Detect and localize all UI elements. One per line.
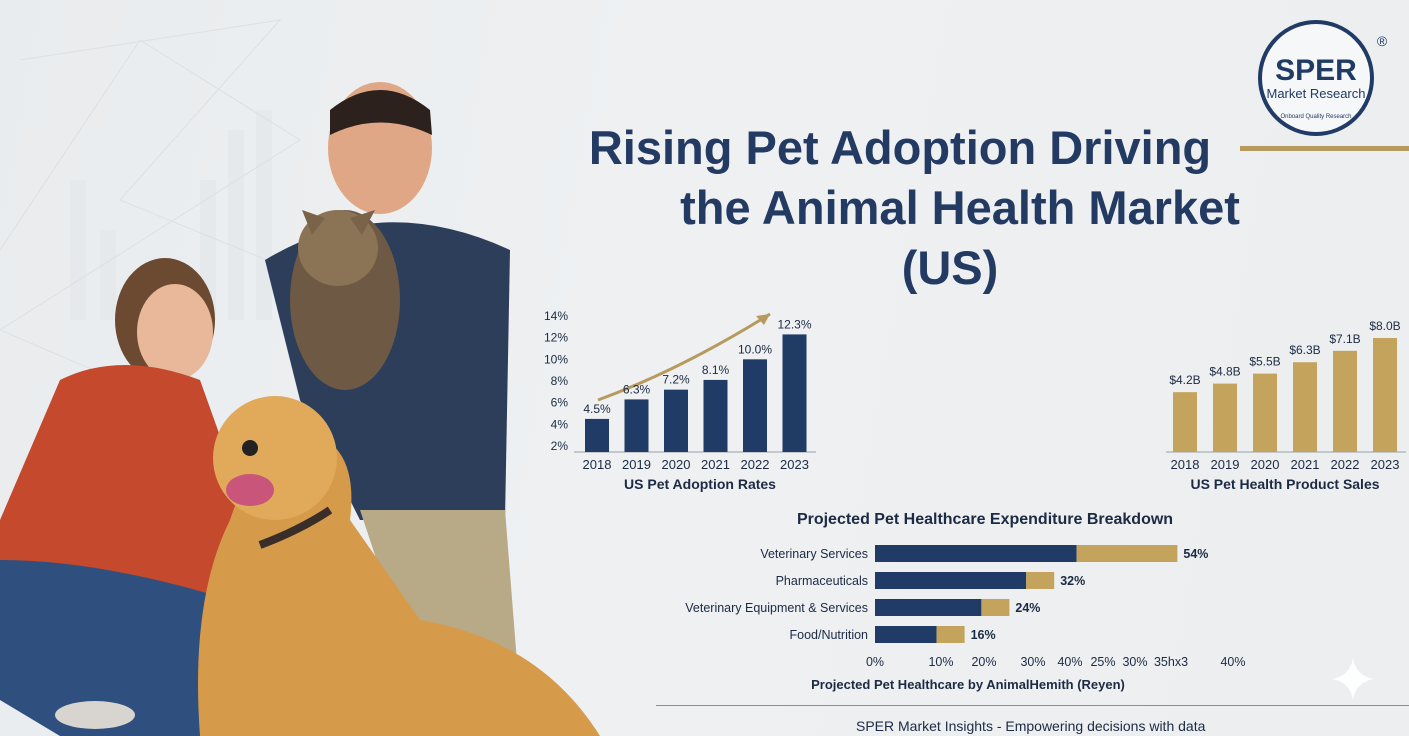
sparkle-icon bbox=[1332, 658, 1374, 700]
breakdown-category-label: Pharmaceuticals bbox=[776, 574, 868, 588]
title-line-1: Rising Pet Adoption Driving bbox=[588, 121, 1212, 174]
sales-bar bbox=[1373, 338, 1397, 452]
expenditure-breakdown-chart: Projected Pet Healthcare Expenditure Bre… bbox=[685, 511, 1245, 692]
adoption-rates-chart: 2% 4% 6% 8% 10% 12% 14% 4.5% 2018 6.3% 2019 7.2% 20… bbox=[544, 309, 816, 492]
footer-rule bbox=[656, 705, 1409, 706]
y-axis-ticks: 2% 4% 6% 8% 10% 12% 14% bbox=[544, 309, 568, 453]
breakdown-bar-navy bbox=[875, 599, 982, 616]
sales-year-label: 2020 bbox=[1251, 457, 1280, 472]
gold-rule bbox=[1240, 146, 1409, 151]
adoption-chart-title: US Pet Adoption Rates bbox=[624, 476, 776, 492]
sales-value-label: $5.5B bbox=[1249, 355, 1280, 369]
adoption-bar bbox=[703, 379, 728, 452]
sales-value-label: $7.1B bbox=[1329, 332, 1360, 346]
breakdown-category-label: Food/Nutrition bbox=[789, 628, 868, 642]
breakdown-chart-title: Projected Pet Healthcare Expenditure Bre… bbox=[797, 511, 1173, 528]
sales-year-label: 2019 bbox=[1211, 457, 1240, 472]
adoption-year-label: 2020 bbox=[662, 457, 691, 472]
sales-value-label: $8.0B bbox=[1369, 319, 1400, 333]
y-tick-label: 6% bbox=[551, 396, 569, 410]
breakdown-x-tick-label: 40% bbox=[1057, 655, 1082, 669]
breakdown-value-label: 54% bbox=[1183, 547, 1208, 561]
adoption-year-label: 2023 bbox=[780, 457, 809, 472]
breakdown-bar-gold bbox=[936, 626, 965, 643]
breakdown-x-tick-label: 10% bbox=[928, 655, 953, 669]
adoption-bar bbox=[624, 399, 649, 452]
breakdown-bar-gold bbox=[1076, 545, 1178, 562]
y-tick-label: 8% bbox=[551, 374, 569, 388]
breakdown-category-label: Veterinary Services bbox=[760, 547, 868, 561]
sales-year-label: 2021 bbox=[1291, 457, 1320, 472]
logo-brand: SPER bbox=[1275, 54, 1357, 87]
adoption-value-label: 7.2% bbox=[662, 373, 690, 387]
breakdown-bar-navy bbox=[875, 626, 937, 643]
sales-bar bbox=[1213, 383, 1237, 452]
breakdown-x-label: Projected Pet Healthcare by AnimalHemith… bbox=[811, 677, 1125, 692]
sales-year-label: 2018 bbox=[1171, 457, 1200, 472]
breakdown-value-label: 16% bbox=[971, 628, 996, 642]
page-title: Rising Pet Adoption Driving the Animal H… bbox=[520, 118, 1280, 298]
y-tick-label: 12% bbox=[544, 331, 568, 345]
breakdown-x-tick-label: 25% bbox=[1090, 655, 1115, 669]
trend-arrow-head bbox=[756, 314, 770, 325]
breakdown-bar-navy bbox=[875, 572, 1027, 589]
product-sales-chart: $4.2B 2018 $4.8B 2019 $5.5B 2020 $6.3B 2021 $7.1… bbox=[1166, 319, 1406, 492]
adoption-value-label: 10.0% bbox=[738, 342, 772, 356]
footer-text: SPER Market Insights - Empowering decisi… bbox=[856, 718, 1206, 734]
y-tick-label: 14% bbox=[544, 309, 568, 323]
logo-registered-mark: ® bbox=[1377, 33, 1388, 49]
sales-value-label: $6.3B bbox=[1289, 343, 1320, 357]
breakdown-x-tick-label: 30% bbox=[1122, 655, 1147, 669]
y-tick-label: 4% bbox=[551, 417, 569, 431]
adoption-year-label: 2019 bbox=[622, 457, 651, 472]
dog-figure bbox=[198, 396, 600, 736]
adoption-value-label: 12.3% bbox=[777, 317, 811, 331]
breakdown-bar-navy bbox=[875, 545, 1077, 562]
adoption-bar bbox=[743, 359, 767, 452]
adoption-value-label: 8.1% bbox=[702, 363, 730, 377]
sales-value-label: $4.2B bbox=[1169, 373, 1200, 387]
logo-sub: Market Research bbox=[1267, 86, 1366, 101]
adoption-bar bbox=[664, 389, 688, 452]
breakdown-value-label: 32% bbox=[1060, 574, 1085, 588]
breakdown-category-label: Veterinary Equipment & Services bbox=[685, 601, 868, 615]
sper-logo: SPER Market Research Onboard Quality Res… bbox=[1236, 18, 1396, 138]
adoption-bar bbox=[585, 418, 609, 452]
breakdown-x-tick-label: 30% bbox=[1020, 655, 1045, 669]
adoption-year-label: 2018 bbox=[583, 457, 612, 472]
breakdown-bar-gold bbox=[981, 599, 1010, 616]
pet-owners-photo bbox=[0, 19, 600, 736]
y-tick-label: 10% bbox=[544, 352, 568, 366]
breakdown-x-tick-label: 40% bbox=[1220, 655, 1245, 669]
breakdown-bar-gold bbox=[1026, 572, 1055, 589]
breakdown-x-tick-label: 0% bbox=[866, 655, 884, 669]
sales-bar bbox=[1253, 373, 1277, 452]
adoption-value-label: 4.5% bbox=[583, 402, 611, 416]
sales-value-label: $4.8B bbox=[1209, 365, 1240, 379]
sales-year-label: 2023 bbox=[1371, 457, 1400, 472]
title-line-2: the Animal Health Market bbox=[680, 181, 1240, 234]
sales-chart-title: US Pet Health Product Sales bbox=[1190, 476, 1379, 492]
breakdown-x-tick-label: 35hx3 bbox=[1154, 655, 1188, 669]
breakdown-value-label: 24% bbox=[1015, 601, 1040, 615]
breakdown-x-tick-label: 20% bbox=[971, 655, 996, 669]
y-tick-label: 2% bbox=[551, 439, 569, 453]
sales-bar bbox=[1293, 362, 1317, 452]
adoption-year-label: 2022 bbox=[741, 457, 770, 472]
cat-figure bbox=[290, 210, 400, 390]
title-line-3: (US) bbox=[901, 241, 999, 294]
adoption-bar bbox=[782, 334, 807, 452]
trend-arrow-line bbox=[597, 312, 771, 402]
sales-year-label: 2022 bbox=[1331, 457, 1360, 472]
sales-bar bbox=[1173, 392, 1197, 452]
logo-tagline: Onboard Quality Research bbox=[1280, 114, 1351, 120]
adoption-year-label: 2021 bbox=[701, 457, 730, 472]
sales-bar bbox=[1333, 350, 1357, 452]
adoption-value-label: 6.3% bbox=[623, 382, 651, 396]
